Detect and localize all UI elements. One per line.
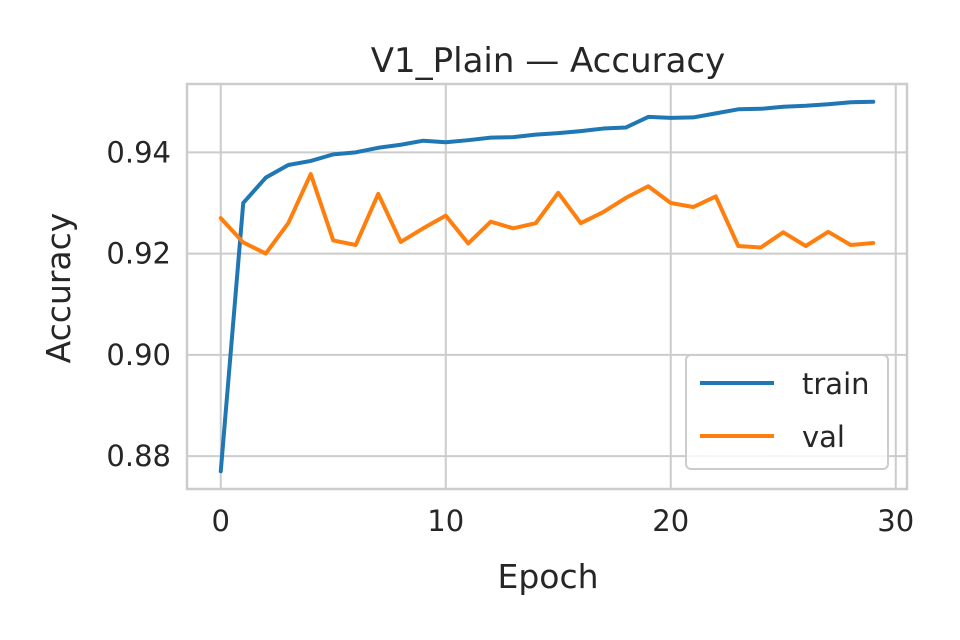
y-axis-label: Accuracy: [39, 213, 78, 364]
x-tick-label: 30: [877, 504, 914, 538]
legend-label-train: train: [802, 367, 870, 401]
series-line-val: [218, 172, 876, 256]
plot-frame: [185, 82, 909, 491]
series-line-train: [218, 99, 876, 474]
legend: train val: [685, 354, 889, 470]
y-tick-label: 0.90: [106, 338, 171, 372]
x-axis-label: Epoch: [497, 557, 598, 596]
y-tick-labels: 0.88 0.90 0.92 0.94: [106, 135, 171, 473]
grid: [187, 84, 907, 489]
x-tick-label: 20: [652, 504, 689, 538]
x-tick-label: 0: [212, 504, 230, 538]
y-tick-label: 0.94: [106, 135, 171, 169]
y-tick-label: 0.88: [106, 439, 171, 473]
chart-title: V1_Plain — Accuracy: [371, 41, 726, 81]
legend-label-val: val: [802, 420, 845, 454]
x-tick-labels: 0 10 20 30: [212, 504, 915, 538]
series-layer: [218, 99, 876, 474]
y-tick-label: 0.92: [106, 237, 171, 271]
x-tick-label: 10: [427, 504, 464, 538]
